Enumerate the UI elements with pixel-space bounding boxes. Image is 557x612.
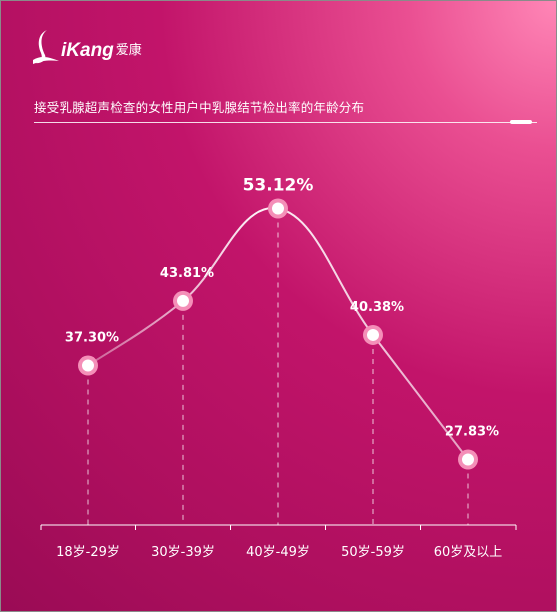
x-axis-category-label: 18岁-29岁	[56, 545, 120, 560]
title-divider-accent	[510, 120, 532, 124]
x-axis-category-label: 40岁-49岁	[246, 545, 310, 560]
x-axis-category-label: 30岁-39岁	[151, 545, 215, 560]
data-label: 37.30%	[65, 331, 119, 346]
data-point	[363, 324, 383, 345]
title-divider	[34, 122, 537, 123]
data-point	[173, 290, 193, 311]
data-label: 53.12%	[243, 176, 314, 196]
x-axis-category-label: 50岁-59岁	[341, 545, 405, 560]
data-label: 27.83%	[445, 425, 499, 440]
chart-title: 接受乳腺超声检查的女性用户中乳腺结节检出率的年龄分布	[34, 100, 365, 115]
data-point	[458, 449, 478, 470]
data-label: 43.81%	[160, 266, 214, 281]
x-axis-category-label: 60岁及以上	[433, 545, 503, 560]
ikang-logo: iKang 爱康	[29, 27, 142, 65]
ribbon-logo-icon	[33, 30, 59, 64]
logo-chinese-text: 爱康	[115, 43, 142, 58]
logo-text: iKang	[61, 40, 114, 61]
data-point	[78, 355, 98, 376]
data-label: 40.38%	[350, 300, 404, 315]
data-point	[268, 198, 288, 219]
